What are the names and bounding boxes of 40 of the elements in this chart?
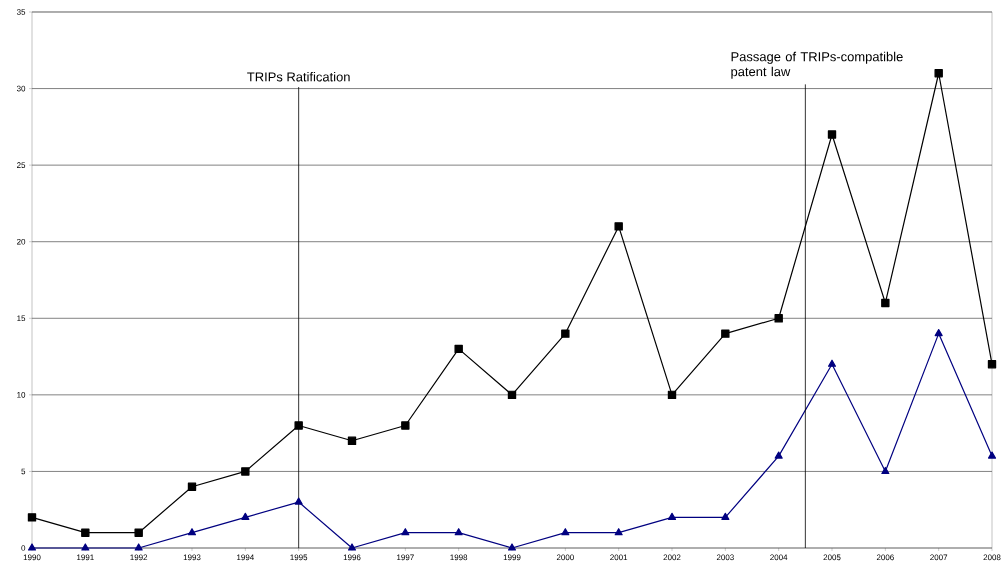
point (134, 528, 143, 537)
point (614, 528, 623, 536)
point (187, 528, 197, 536)
point (241, 467, 250, 476)
point (721, 329, 730, 338)
point (774, 451, 783, 459)
point (667, 512, 677, 520)
point (881, 466, 890, 475)
ref-line-label: Passage of TRIPs-compatible patent law (731, 51, 903, 79)
point (81, 528, 90, 537)
point (934, 329, 943, 337)
point (614, 222, 623, 231)
point (934, 69, 943, 78)
point (347, 543, 357, 551)
ref-line-label: TRIPs Ratification (247, 71, 350, 82)
point (27, 543, 37, 551)
point (881, 298, 890, 308)
point (507, 390, 517, 400)
point (294, 497, 303, 505)
point (561, 329, 570, 338)
point (561, 528, 570, 536)
point (134, 543, 143, 551)
point (667, 390, 677, 400)
point (187, 482, 197, 491)
point (721, 512, 730, 520)
point (401, 421, 410, 430)
point (987, 360, 997, 369)
point (774, 314, 783, 323)
point (827, 130, 837, 139)
point (241, 512, 250, 520)
point (454, 344, 463, 354)
point (827, 359, 837, 367)
point (81, 543, 90, 551)
point (294, 421, 303, 430)
point (27, 513, 37, 522)
point (347, 436, 357, 445)
point (507, 543, 517, 551)
point (454, 528, 463, 536)
point (987, 451, 997, 459)
point (401, 528, 410, 536)
